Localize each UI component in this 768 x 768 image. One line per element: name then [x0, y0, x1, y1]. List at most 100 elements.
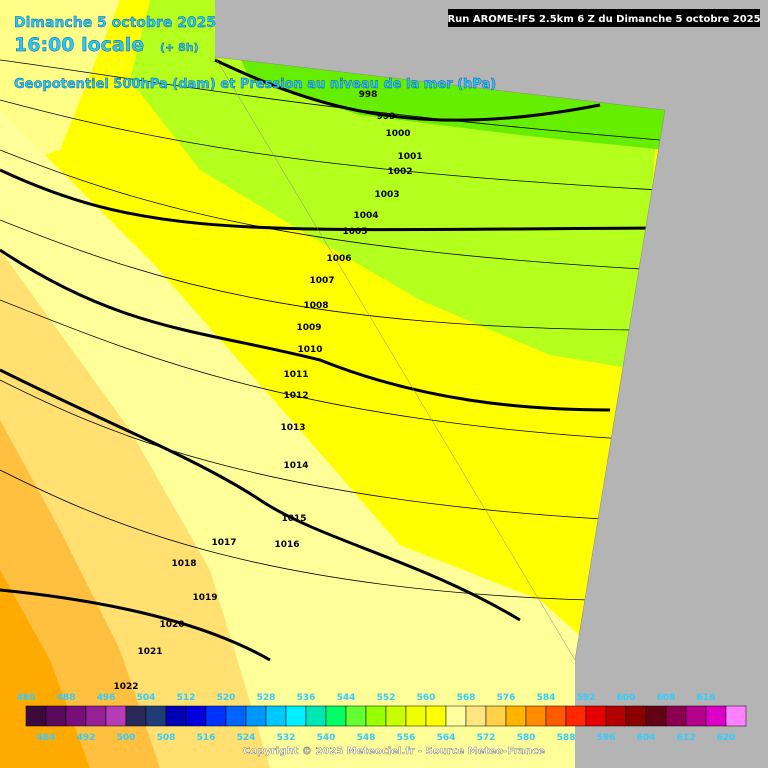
colorbar-swatch: [305, 705, 327, 727]
isobar-label: 1020: [159, 620, 184, 630]
colorbar-label: 608: [657, 693, 676, 703]
isobar-label: 1019: [192, 593, 217, 603]
colorbar-label: 528: [257, 693, 276, 703]
colorbar-swatch: [705, 705, 727, 727]
colorbar-label: 504: [137, 693, 156, 703]
colorbar-label: 488: [57, 693, 76, 703]
colorbar-swatch: [725, 705, 747, 727]
date: Dimanche 5 octobre 2025: [14, 15, 216, 31]
run-box: [448, 9, 760, 27]
isobar-label: 1009: [296, 323, 321, 333]
isobar-label: 1011: [283, 370, 308, 380]
isobar-label: 1015: [281, 514, 306, 524]
colorbar-swatch: [685, 705, 707, 727]
colorbar-swatch: [65, 705, 87, 727]
colorbar-swatch: [605, 705, 627, 727]
colorbar-swatch: [525, 705, 547, 727]
colorbar-label: 616: [697, 693, 716, 703]
isobar-label: 1006: [326, 254, 351, 264]
colorbar-swatch: [505, 705, 527, 727]
colorbar-swatch: [585, 705, 607, 727]
colorbar-label: 548: [357, 733, 376, 743]
colorbar-label: 544: [337, 693, 356, 703]
offset: (+ 8h): [160, 41, 199, 54]
colorbar-swatch: [345, 705, 367, 727]
colorbar-swatch: [465, 705, 487, 727]
colorbar-label: 560: [417, 693, 436, 703]
colorbar-label: 576: [497, 693, 516, 703]
isobar-label: 1014: [283, 461, 308, 471]
colorbar-label: 552: [377, 693, 396, 703]
colorbar-label: 580: [517, 733, 536, 743]
colorbar-swatch: [285, 705, 307, 727]
colorbar-swatch: [245, 705, 267, 727]
isobar-label: 1017: [211, 538, 236, 548]
colorbar-swatch: [365, 705, 387, 727]
colorbar-swatch: [205, 705, 227, 727]
colorbar-label: 584: [537, 693, 556, 703]
colorbar-label: 532: [277, 733, 296, 743]
colorbar-swatch: [405, 705, 427, 727]
isobar-label: 1003: [374, 190, 399, 200]
colorbar-swatch: [125, 705, 147, 727]
colorbar-label: 496: [97, 693, 116, 703]
colorbar-label: 536: [297, 693, 316, 703]
colorbar-label: 492: [77, 733, 96, 743]
colorbar-swatch: [265, 705, 287, 727]
colorbar-label: 572: [477, 733, 496, 743]
colorbar-swatch: [325, 705, 347, 727]
colorbar-label: 592: [577, 693, 596, 703]
colorbar-label: 508: [157, 733, 176, 743]
colorbar-swatch: [565, 705, 587, 727]
colorbar-swatch: [145, 705, 167, 727]
colorbar-label: 520: [217, 693, 236, 703]
colorbar-swatch: [485, 705, 507, 727]
colorbar-swatch: [665, 705, 687, 727]
isobar-label: 1002: [387, 167, 412, 177]
isobar-label: 1021: [137, 647, 162, 657]
colorbar-swatch: [105, 705, 127, 727]
isobar-label: 999: [377, 112, 396, 122]
colorbar-swatch: [445, 705, 467, 727]
colorbar-swatch: [25, 705, 47, 727]
isobar-label: 1012: [283, 391, 308, 401]
colorbar-label: 588: [557, 733, 576, 743]
colorbar-swatch: [45, 705, 67, 727]
isobar-label: 1001: [397, 152, 422, 162]
colorbar-label: 512: [177, 693, 196, 703]
colorbar-label: 556: [397, 733, 416, 743]
colorbar-swatch: [545, 705, 567, 727]
isobar-label: 1018: [171, 559, 196, 569]
colorbar-swatch: [165, 705, 187, 727]
subtitle: Geopotentiel 500hPa (dam) et Pression au…: [14, 77, 496, 92]
isobar-label: 1022: [113, 682, 138, 692]
colorbar-swatch: [85, 705, 107, 727]
colorbar-swatch: [225, 705, 247, 727]
isobar-label: 1004: [353, 211, 378, 221]
colorbar-label: 568: [457, 693, 476, 703]
isobar-label: 1000: [385, 129, 410, 139]
colorbar-label: 524: [237, 733, 256, 743]
colorbar-label: 620: [717, 733, 736, 743]
isobar-label: 1005: [342, 227, 367, 237]
colorbar-label: 516: [197, 733, 216, 743]
colorbar-label: 540: [317, 733, 336, 743]
colorbar-label: 596: [597, 733, 616, 743]
colorbar-swatch: [185, 705, 207, 727]
colorbar-swatch: [645, 705, 667, 727]
colorbar-label: 564: [437, 733, 456, 743]
isobar-label: 1016: [274, 540, 299, 550]
colorbar-label: 612: [677, 733, 696, 743]
colorbar-label: 480: [17, 693, 36, 703]
isobar-label: 1007: [309, 276, 334, 286]
copyright: Copyright © 2025 Meteociel.fr - Source M…: [243, 746, 545, 757]
isobar-label: 1013: [280, 423, 305, 433]
run: Run AROME-IFS 2.5km 6 Z du Dimanche 5 oc…: [447, 14, 760, 25]
isobar-label: 998: [359, 90, 378, 100]
colorbar-label: 484: [37, 733, 56, 743]
isobar-label: 1008: [303, 301, 328, 311]
isobar-label: 1010: [297, 345, 322, 355]
